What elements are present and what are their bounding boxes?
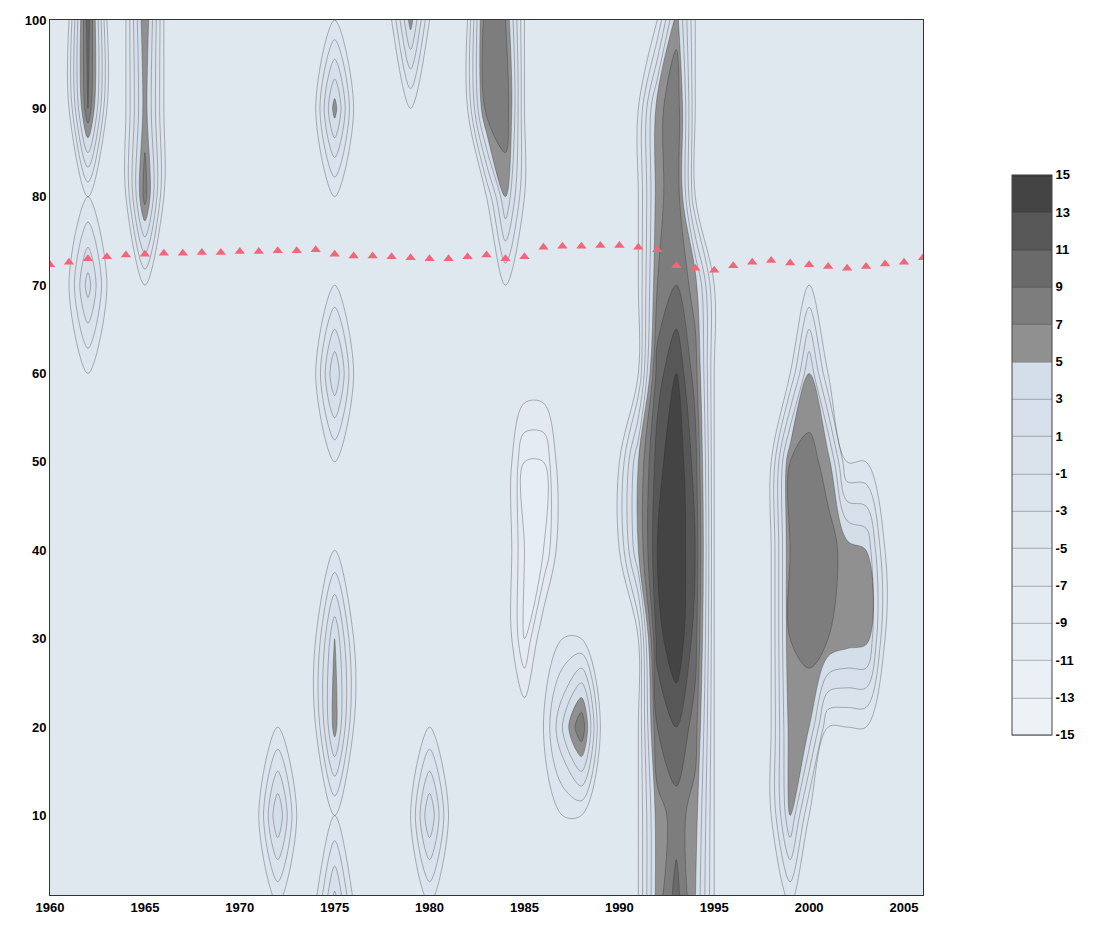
svg-text:7: 7: [1056, 317, 1063, 332]
svg-text:13: 13: [1056, 205, 1070, 220]
svg-text:1985: 1985: [510, 900, 539, 915]
svg-text:2000: 2000: [795, 900, 824, 915]
svg-text:100: 100: [25, 13, 47, 28]
svg-text:1970: 1970: [225, 900, 254, 915]
svg-text:90: 90: [32, 101, 46, 116]
svg-text:1990: 1990: [605, 900, 634, 915]
svg-text:5: 5: [1056, 354, 1063, 369]
svg-text:15: 15: [1056, 167, 1070, 182]
svg-text:70: 70: [32, 278, 46, 293]
svg-text:1960: 1960: [36, 900, 65, 915]
svg-text:60: 60: [32, 366, 46, 381]
svg-text:-9: -9: [1056, 615, 1068, 630]
svg-text:30: 30: [32, 631, 46, 646]
svg-text:1995: 1995: [700, 900, 729, 915]
svg-text:-7: -7: [1056, 578, 1068, 593]
svg-text:-3: -3: [1056, 503, 1068, 518]
svg-text:-1: -1: [1056, 466, 1068, 481]
svg-text:-13: -13: [1056, 690, 1075, 705]
svg-text:-11: -11: [1056, 653, 1074, 668]
svg-text:2005: 2005: [890, 900, 919, 915]
svg-text:9: 9: [1056, 279, 1063, 294]
svg-text:20: 20: [32, 720, 46, 735]
svg-text:1965: 1965: [130, 900, 159, 915]
svg-text:3: 3: [1056, 391, 1063, 406]
svg-text:40: 40: [32, 543, 46, 558]
svg-text:-5: -5: [1056, 541, 1068, 556]
svg-text:11: 11: [1056, 242, 1070, 257]
svg-text:1975: 1975: [320, 900, 349, 915]
svg-text:1980: 1980: [415, 900, 444, 915]
svg-text:-15: -15: [1056, 727, 1075, 742]
svg-text:10: 10: [32, 808, 46, 823]
svg-text:80: 80: [32, 189, 46, 204]
svg-text:1: 1: [1056, 429, 1063, 444]
svg-text:50: 50: [32, 454, 46, 469]
